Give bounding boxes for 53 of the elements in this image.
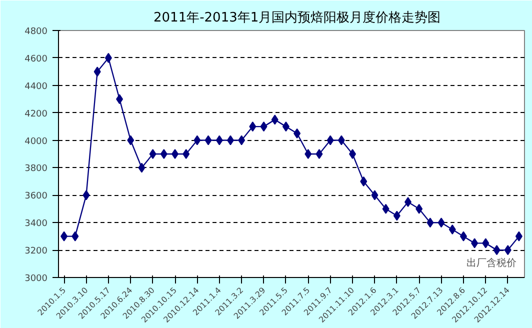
text: 出厂含税价	[466, 257, 516, 269]
point	[149, 149, 156, 159]
point	[94, 66, 101, 77]
y-tick-label: 3200	[24, 246, 48, 257]
point	[338, 135, 345, 146]
point	[349, 149, 356, 159]
point	[194, 135, 201, 146]
point	[60, 231, 68, 242]
point	[282, 122, 290, 132]
point	[482, 238, 490, 248]
y-tick-label: 3400	[24, 219, 48, 230]
chart-title: 2011年-2013年1月国内预焙阳极月度价格走势图	[154, 10, 441, 26]
point	[116, 94, 124, 104]
point	[127, 135, 134, 146]
point	[216, 135, 223, 146]
point	[504, 245, 512, 256]
point	[382, 204, 390, 214]
point	[294, 128, 301, 138]
point	[226, 135, 234, 146]
point	[460, 231, 467, 242]
point	[138, 162, 146, 173]
y-tick-label: 3800	[24, 164, 48, 174]
point	[448, 224, 456, 234]
point	[438, 218, 445, 228]
y-tick-label: 4400	[24, 82, 48, 92]
y-tick-label: 3600	[24, 192, 48, 202]
point	[471, 238, 478, 248]
point	[172, 149, 178, 159]
y-tick-label: 4600	[24, 54, 48, 64]
point	[416, 204, 423, 214]
y-tick-label: 4200	[24, 109, 48, 120]
point	[82, 190, 90, 200]
point	[104, 52, 112, 63]
point	[260, 122, 268, 132]
point	[493, 245, 500, 256]
y-tick-label: 4800	[24, 27, 48, 37]
point	[371, 190, 378, 200]
point	[249, 122, 256, 132]
point	[182, 149, 190, 159]
point	[304, 149, 312, 159]
point	[160, 149, 168, 159]
point	[360, 176, 368, 186]
point	[316, 149, 323, 159]
y-tick-label: 3000	[24, 274, 48, 284]
point	[426, 218, 434, 228]
point	[204, 135, 212, 146]
point	[393, 210, 400, 221]
point	[326, 135, 334, 146]
point	[271, 114, 278, 125]
y-tick-label: 4000	[24, 136, 48, 147]
point	[515, 231, 522, 242]
point	[72, 231, 79, 242]
point	[238, 135, 246, 146]
